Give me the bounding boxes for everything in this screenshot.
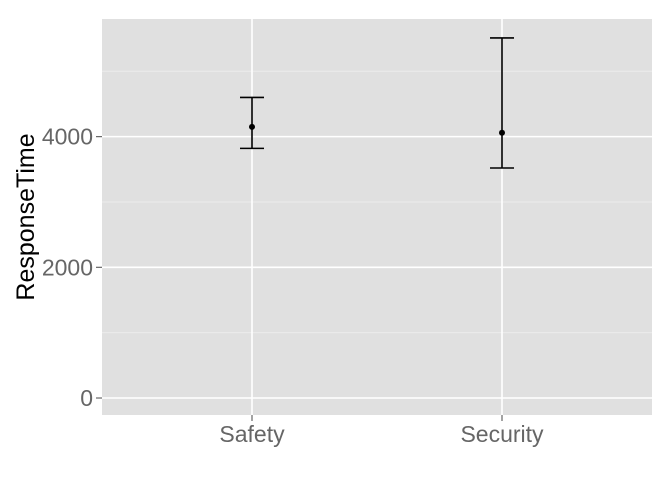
data-point [249, 123, 255, 130]
error-bar-marks [240, 37, 514, 169]
x-axis-ticks: Safety Security [219, 415, 544, 447]
major-gridlines [102, 19, 652, 415]
x-tick-label: Security [460, 421, 544, 447]
y-tick-label: 2000 [42, 254, 93, 280]
plot-panel-background [102, 19, 652, 415]
data-point [499, 129, 505, 136]
y-axis-ticks: 0 2000 4000 [42, 124, 102, 411]
y-tick-label: 4000 [42, 124, 93, 150]
y-axis-title: ResponseTime [12, 133, 40, 300]
y-tick-label: 0 [80, 385, 93, 411]
minor-gridlines [102, 70, 652, 334]
x-tick-label: Safety [219, 421, 285, 447]
